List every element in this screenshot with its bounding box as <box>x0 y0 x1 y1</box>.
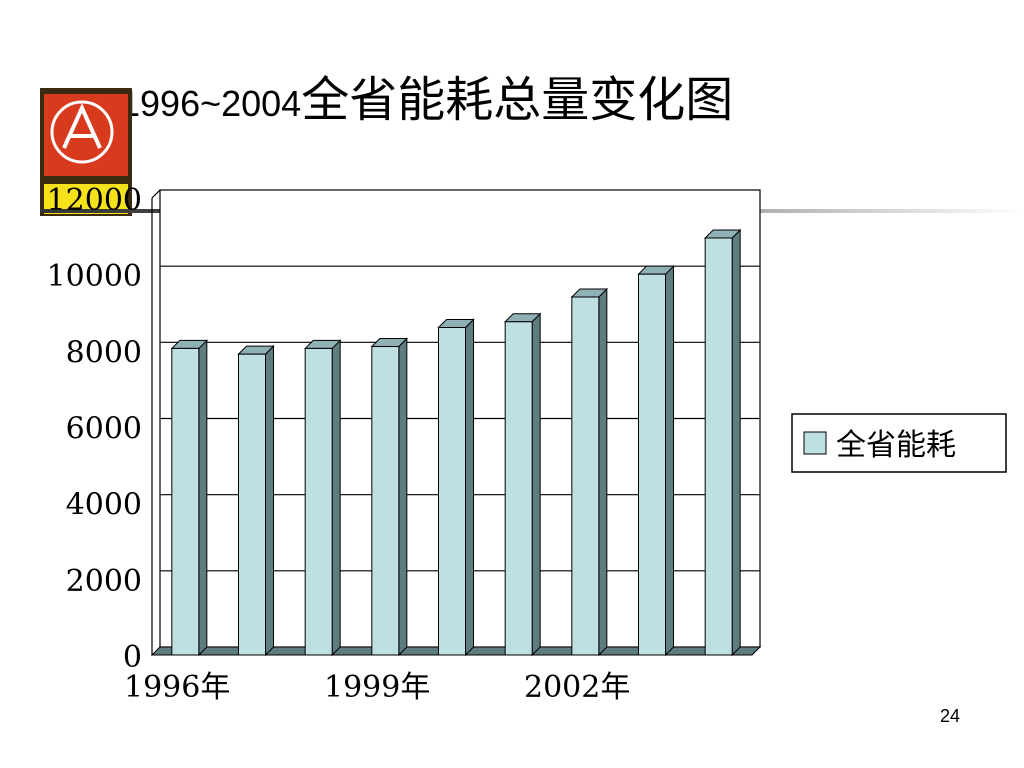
bar-front <box>371 346 400 656</box>
legend-swatch <box>803 431 827 455</box>
bar <box>370 337 409 657</box>
y-tick-label: 2000 <box>66 564 142 599</box>
bar-side <box>531 312 541 657</box>
logo-image <box>40 88 132 216</box>
bar-front <box>171 347 200 656</box>
bar-side <box>331 339 341 657</box>
x-tick-label: 1996年 <box>124 670 230 705</box>
bar-front <box>638 273 666 656</box>
bar <box>170 339 209 657</box>
axis-labels: 0 2000 4000 6000 8000 10000 12000 1996年 1999年 200… <box>47 183 631 705</box>
bar <box>637 264 675 657</box>
bar-front <box>438 326 466 656</box>
bar-front <box>304 347 333 656</box>
bar-side <box>731 228 741 657</box>
legend-box <box>791 413 1007 473</box>
slide-number: 24 <box>940 706 961 726</box>
y-tick-label: 10000 <box>47 259 142 294</box>
bar <box>503 312 542 657</box>
x-tick-label: 2002年 <box>524 670 630 705</box>
bar-front <box>238 353 266 656</box>
bar <box>303 339 342 657</box>
bar-side <box>598 287 608 657</box>
bar-side <box>665 264 674 657</box>
bar-front <box>571 296 600 656</box>
bar-front <box>504 321 533 656</box>
bar-side <box>465 318 474 657</box>
bar <box>237 344 275 657</box>
legend-label: 全省能耗 <box>836 428 956 463</box>
legend: 全省能耗 <box>791 413 1007 473</box>
bar-side <box>398 337 408 657</box>
x-tick-label: 1999年 <box>324 670 430 705</box>
y-tick-label: 6000 <box>66 412 142 447</box>
bar-front <box>704 237 733 656</box>
title-year-range: 1996~2004 <box>120 83 302 124</box>
y-tick-label: 0 <box>123 640 142 675</box>
bar-side <box>198 339 208 657</box>
slide-title: 1996~2004全省能耗总量变化图 <box>120 60 733 130</box>
bars <box>170 228 742 657</box>
y-tick-label: 12000 <box>47 183 142 218</box>
y-axis-depth-line <box>151 189 161 199</box>
bar <box>703 228 742 657</box>
title-text: 全省能耗总量变化图 <box>301 72 734 128</box>
y-tick-label: 8000 <box>66 335 142 370</box>
bar-side <box>265 344 274 657</box>
y-tick-label: 4000 <box>66 488 142 523</box>
bar <box>570 287 609 657</box>
bar <box>437 318 475 657</box>
